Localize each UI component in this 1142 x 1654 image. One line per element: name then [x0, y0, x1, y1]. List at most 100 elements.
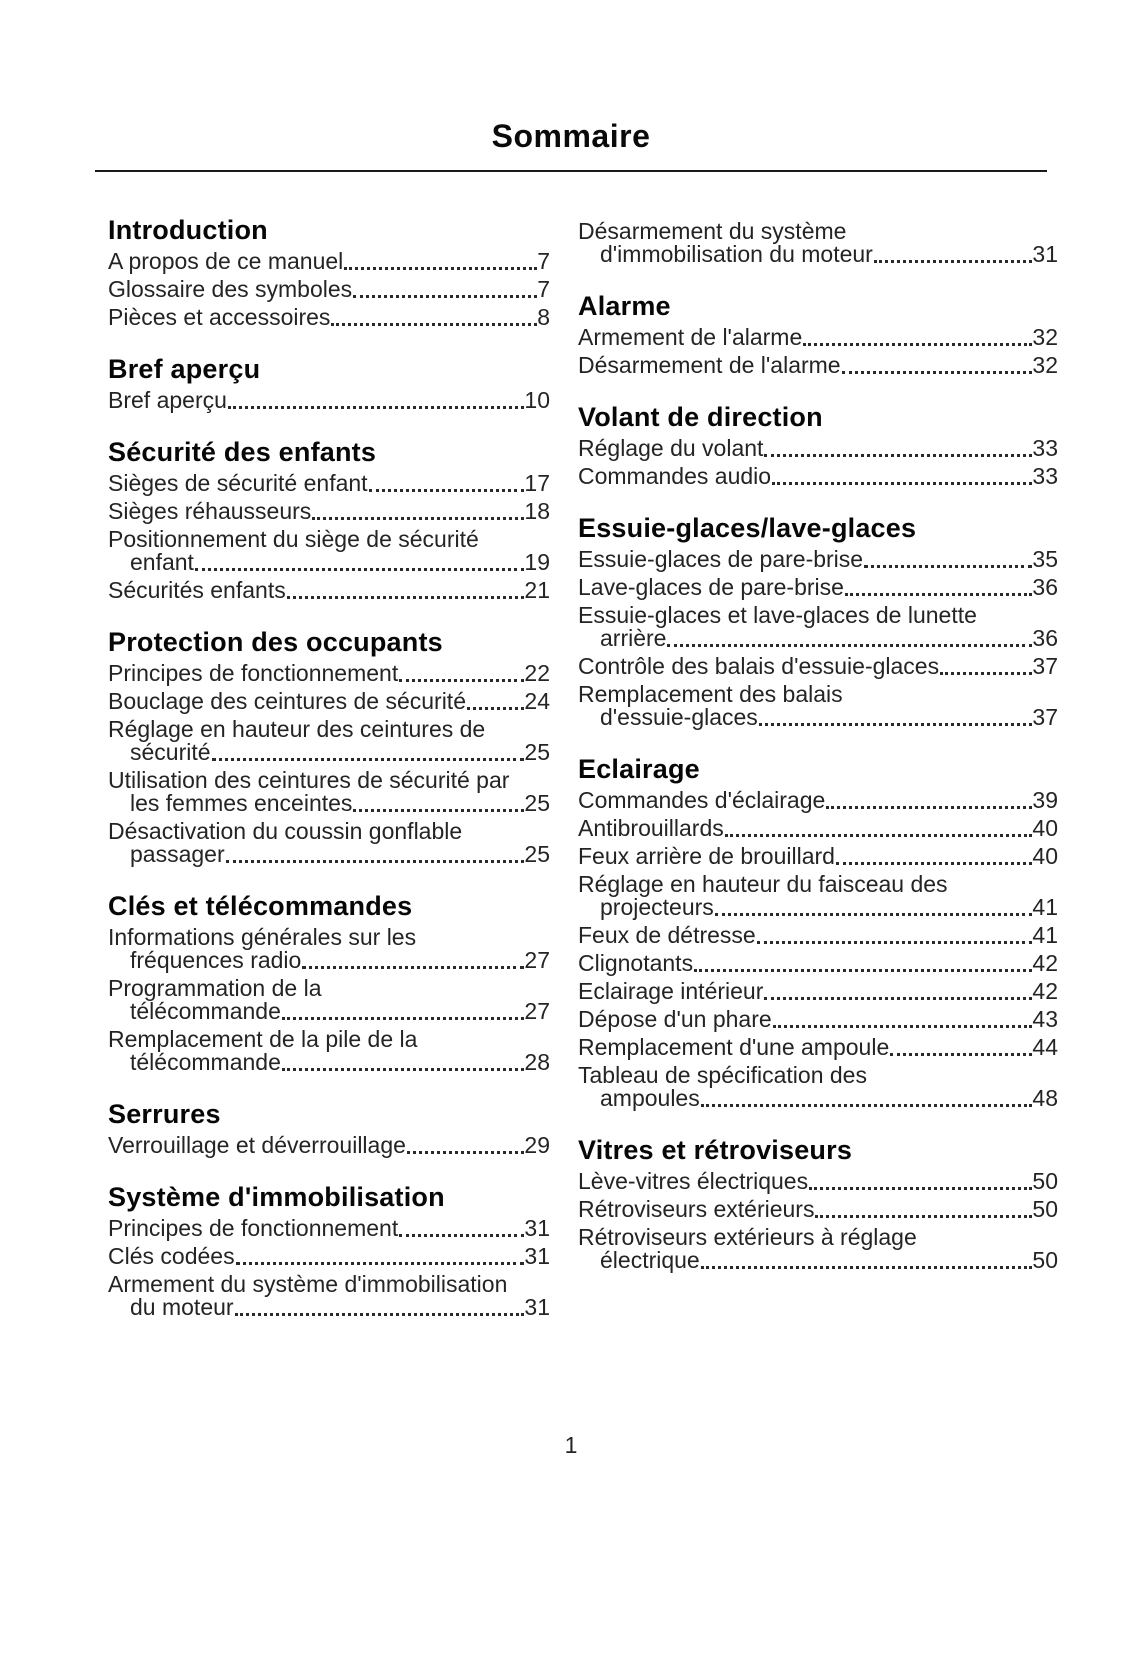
entry-page-number: 41	[1032, 894, 1058, 920]
dot-leader	[467, 707, 525, 710]
entry-label: Glossaire des symboles	[108, 276, 353, 302]
entry-label: Antibrouillards	[578, 815, 724, 841]
toc-entry: Sièges réhausseurs 18	[108, 500, 550, 523]
entry-label: Lève-vitres électriques	[578, 1168, 809, 1194]
entry-page-number: 8	[537, 304, 550, 330]
entry-page-number: 29	[524, 1132, 550, 1158]
entry-leader-line: télécommande 28	[108, 1051, 550, 1074]
entry-label: Verrouillage et déverrouillage	[108, 1132, 406, 1158]
dot-leader	[281, 1017, 525, 1020]
dot-leader	[864, 565, 1033, 568]
toc-entry: Tableau de spécification des ampoules 48	[578, 1064, 1058, 1110]
dot-leader	[772, 482, 1033, 485]
entry-label: Désarmement de l'alarme	[578, 352, 841, 378]
entry-label: A propos de ce manuel	[108, 248, 344, 274]
dot-leader	[211, 758, 525, 761]
entry-label: passager	[130, 841, 225, 867]
entry-page-number: 44	[1032, 1034, 1058, 1060]
entry-label: Réglage du volant	[578, 435, 764, 461]
entry-label: ampoules	[600, 1085, 700, 1111]
page-title: Sommaire	[491, 118, 651, 154]
toc-entry: Utilisation des ceintures de sécurité pa…	[108, 769, 550, 815]
entry-label: Bouclage des ceintures de sécurité	[108, 688, 466, 714]
dot-leader	[344, 267, 538, 270]
entry-page-number: 42	[1032, 978, 1058, 1004]
entry-text-line1: Réglage en hauteur des ceintures de	[108, 716, 486, 742]
entry-page-number: 17	[524, 470, 550, 496]
dot-leader	[225, 860, 525, 863]
entry-text-line1: Désactivation du coussin gonflable	[108, 818, 463, 844]
toc-entry: Bref aperçu 10	[108, 389, 550, 412]
section-heading: Protection des occupants	[108, 627, 443, 657]
toc-entry: Principes de fonctionnement 31	[108, 1217, 550, 1240]
entry-page-number: 48	[1032, 1085, 1058, 1111]
entry-leader-line: Commandes audio 33	[578, 465, 1058, 488]
dot-leader	[331, 323, 538, 326]
entry-leader-line: Pièces et accessoires 8	[108, 306, 550, 329]
section-heading: Système d'immobilisation	[108, 1182, 445, 1212]
entry-page-number: 22	[524, 660, 550, 686]
entry-leader-line: télécommande 27	[108, 1000, 550, 1023]
dot-leader	[667, 644, 1033, 647]
toc-entry: Clignotants 42	[578, 952, 1058, 975]
entry-page-number: 31	[1032, 241, 1058, 267]
toc-entry: Informations générales sur les fréquences…	[108, 926, 550, 972]
dot-leader	[841, 371, 1033, 374]
dot-leader	[399, 679, 525, 682]
entry-text-line1: Réglage en hauteur du faisceau des	[578, 871, 948, 897]
entry-text-line1: Remplacement des balais	[578, 681, 843, 707]
entry-leader-line: enfant 19	[108, 551, 550, 574]
entry-label: Contrôle des balais d'essuie-glaces	[578, 653, 940, 679]
entry-leader-line: ampoules 48	[578, 1087, 1058, 1110]
dot-leader	[227, 406, 525, 409]
dot-leader	[368, 489, 525, 492]
section-heading: Sécurité des enfants	[108, 437, 377, 467]
toc-entry: Sièges de sécurité enfant 17	[108, 472, 550, 495]
dot-leader	[815, 1215, 1033, 1218]
toc-entry: Positionnement du siège de sécurité enfan…	[108, 528, 550, 574]
entry-leader-line: Désarmement de l'alarme 32	[578, 354, 1058, 377]
dot-leader	[764, 997, 1033, 1000]
entry-page-number: 19	[524, 549, 550, 575]
entry-label: Clignotants	[578, 950, 694, 976]
entry-label: arrière	[600, 625, 667, 651]
entry-leader-line: d'immobilisation du moteur 31	[578, 243, 1058, 266]
entry-label: télécommande	[130, 1049, 281, 1075]
section-heading: Clés et télécommandes	[108, 891, 413, 921]
dot-leader	[353, 295, 538, 298]
entry-label: Eclairage intérieur	[578, 978, 764, 1004]
toc-entry: Dépose d'un phare 43	[578, 1008, 1058, 1031]
toc-entry: Principes de fonctionnement 22	[108, 662, 550, 685]
entry-leader-line: Sièges de sécurité enfant 17	[108, 472, 550, 495]
dot-leader	[406, 1151, 525, 1154]
dot-leader	[234, 1313, 525, 1316]
entry-page-number: 31	[524, 1243, 550, 1269]
entry-label: les femmes enceintes	[130, 790, 353, 816]
dot-leader	[194, 568, 525, 571]
entry-leader-line: fréquences radio 27	[108, 949, 550, 972]
dot-leader	[890, 1053, 1033, 1056]
toc-columns: Introduction A propos de ce manuel 7 Glossa…	[108, 214, 1058, 1324]
entry-text-line1: Désarmement du système	[578, 218, 847, 244]
entry-page-number: 32	[1032, 324, 1058, 350]
dot-leader	[694, 969, 1033, 972]
entry-label: Armement de l'alarme	[578, 324, 803, 350]
entry-leader-line: Essuie-glaces de pare-brise 35	[578, 548, 1058, 571]
dot-leader	[873, 260, 1033, 263]
entry-label: Essuie-glaces de pare-brise	[578, 546, 864, 572]
entry-page-number: 40	[1032, 815, 1058, 841]
entry-leader-line: Sièges réhausseurs 18	[108, 500, 550, 523]
toc-entry: Désarmement du système d'immobilisation d…	[578, 220, 1058, 266]
entry-text-line1: Remplacement de la pile de la	[108, 1026, 418, 1052]
entry-page-number: 27	[524, 947, 550, 973]
entry-leader-line: Antibrouillards 40	[578, 817, 1058, 840]
toc-entry: A propos de ce manuel 7	[108, 250, 550, 273]
entry-label: Rétroviseurs extérieurs	[578, 1196, 815, 1222]
entry-leader-line: Glossaire des symboles 7	[108, 278, 550, 301]
toc-entry: Rétroviseurs extérieurs à réglage électri…	[578, 1226, 1058, 1272]
toc-entry: Feux arrière de brouillard 40	[578, 845, 1058, 868]
entry-label: Sièges de sécurité enfant	[108, 470, 368, 496]
section-heading: Volant de direction	[578, 402, 823, 432]
entry-leader-line: A propos de ce manuel 7	[108, 250, 550, 273]
entry-text-line1: Utilisation des ceintures de sécurité pa…	[108, 767, 510, 793]
